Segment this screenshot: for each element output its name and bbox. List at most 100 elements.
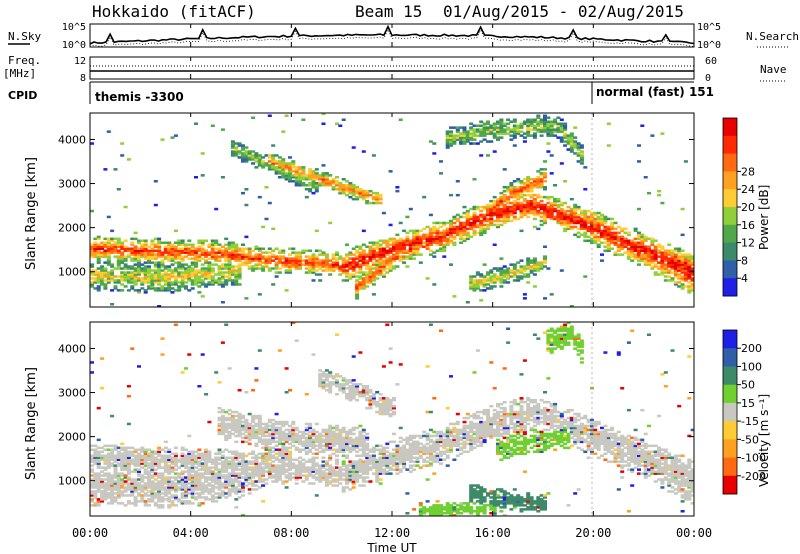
heatmap-cell xyxy=(526,209,531,213)
heatmap-cell xyxy=(482,275,487,278)
heatmap-cell xyxy=(173,245,178,248)
heatmap-cell xyxy=(277,249,282,252)
heatmap-cell xyxy=(408,207,413,211)
heatmap-cell xyxy=(291,322,296,325)
heatmap-cell xyxy=(365,263,370,266)
heatmap-cell xyxy=(241,484,245,487)
heatmap-cell xyxy=(184,285,188,288)
heatmap-cell xyxy=(261,261,266,264)
heatmap-cell xyxy=(341,271,346,274)
heatmap-cell xyxy=(532,259,537,262)
heatmap-cell xyxy=(335,257,339,260)
heatmap-cell xyxy=(207,488,212,491)
heatmap-cell xyxy=(479,227,484,231)
heatmap-cell xyxy=(677,261,682,264)
heatmap-cell xyxy=(234,454,239,457)
heatmap-cell xyxy=(214,452,219,455)
heatmap-cell xyxy=(187,265,192,268)
heatmap-cell xyxy=(321,184,326,187)
heatmap-cell xyxy=(546,197,551,201)
heatmap-cell xyxy=(150,247,155,250)
heatmap-cell xyxy=(566,138,571,141)
heatmap-cell xyxy=(153,504,158,507)
heatmap-cell xyxy=(234,452,239,455)
heatmap-cell xyxy=(519,265,524,268)
heatmap-cell xyxy=(237,422,242,426)
heatmap-cell xyxy=(385,263,390,266)
heatmap-cell xyxy=(586,229,591,233)
heatmap-cell xyxy=(596,223,601,227)
heatmap-cell xyxy=(251,432,256,436)
heatmap-cell xyxy=(502,281,507,284)
heatmap-cell xyxy=(184,287,188,290)
heatmap-cell xyxy=(120,486,125,489)
heatmap-cell xyxy=(217,450,222,453)
heatmap-cell xyxy=(328,265,333,268)
heatmap-cell xyxy=(573,140,578,143)
heatmap-cell xyxy=(486,213,490,217)
heatmap-cell xyxy=(220,341,225,344)
heatmap-cell xyxy=(526,263,531,266)
heatmap-cell xyxy=(257,418,262,422)
heatmap-cell xyxy=(130,273,135,276)
heatmap-cell xyxy=(204,251,209,254)
heatmap-cell xyxy=(439,241,443,244)
heatmap-cell xyxy=(197,385,202,388)
heatmap-cell xyxy=(308,440,313,444)
heatmap-cell xyxy=(593,235,598,239)
heatmap-cell xyxy=(522,203,527,207)
heatmap-cell xyxy=(173,269,178,272)
heatmap-cell xyxy=(116,488,121,491)
heatmap-cell xyxy=(418,245,423,248)
heatmap-cell xyxy=(351,197,356,201)
heatmap-cell xyxy=(539,126,544,129)
heatmap-cell xyxy=(422,241,427,244)
heatmap-cell xyxy=(516,130,521,133)
heatmap-cell xyxy=(237,424,242,428)
heatmap-cell xyxy=(455,128,460,131)
heatmap-cell xyxy=(224,484,229,487)
heatmap-cell xyxy=(509,263,514,266)
heatmap-cell xyxy=(469,207,474,211)
heatmap-cell xyxy=(163,271,168,274)
heatmap-cell xyxy=(324,474,329,477)
heatmap-cell xyxy=(311,452,316,455)
heatmap-cell xyxy=(204,466,209,469)
heatmap-cell xyxy=(365,189,370,193)
heatmap-cell xyxy=(106,261,111,264)
colorbar-tick-label: 4 xyxy=(741,272,748,285)
heatmap-cell xyxy=(529,195,534,199)
heatmap-cell xyxy=(257,162,262,165)
heatmap-cell xyxy=(579,219,584,223)
heatmap-cell xyxy=(378,245,383,248)
noise-right-tick-top: 10^5 xyxy=(697,22,721,33)
heatmap-cell xyxy=(106,494,111,497)
heatmap-cell xyxy=(324,480,329,483)
heatmap-cell xyxy=(257,249,262,252)
heatmap-cell xyxy=(532,120,537,123)
heatmap-cell xyxy=(304,259,309,262)
heatmap-cell xyxy=(630,255,635,258)
heatmap-cell xyxy=(673,271,678,274)
heatmap-cell xyxy=(150,277,155,280)
heatmap-cell xyxy=(361,263,366,266)
heatmap-cell xyxy=(281,430,286,434)
heatmap-cell xyxy=(526,193,531,197)
heatmap-cell xyxy=(150,257,155,260)
heatmap-cell xyxy=(539,174,544,177)
cpid-mode-1: themis -3300 xyxy=(95,90,184,104)
heatmap-cell xyxy=(271,450,276,453)
heatmap-cell xyxy=(606,249,611,252)
heatmap-cell xyxy=(620,243,625,246)
heatmap-cell xyxy=(314,189,319,193)
colorbar-swatch xyxy=(723,224,737,243)
heatmap-cell xyxy=(388,239,393,242)
heatmap-cell xyxy=(640,124,645,127)
heatmap-cell xyxy=(365,259,370,262)
heatmap-cell xyxy=(304,426,309,430)
heatmap-cell xyxy=(522,197,527,201)
heatmap-cell xyxy=(606,229,611,233)
heatmap-cell xyxy=(576,227,581,231)
heatmap-cell xyxy=(358,271,363,274)
heatmap-cell xyxy=(113,496,118,499)
